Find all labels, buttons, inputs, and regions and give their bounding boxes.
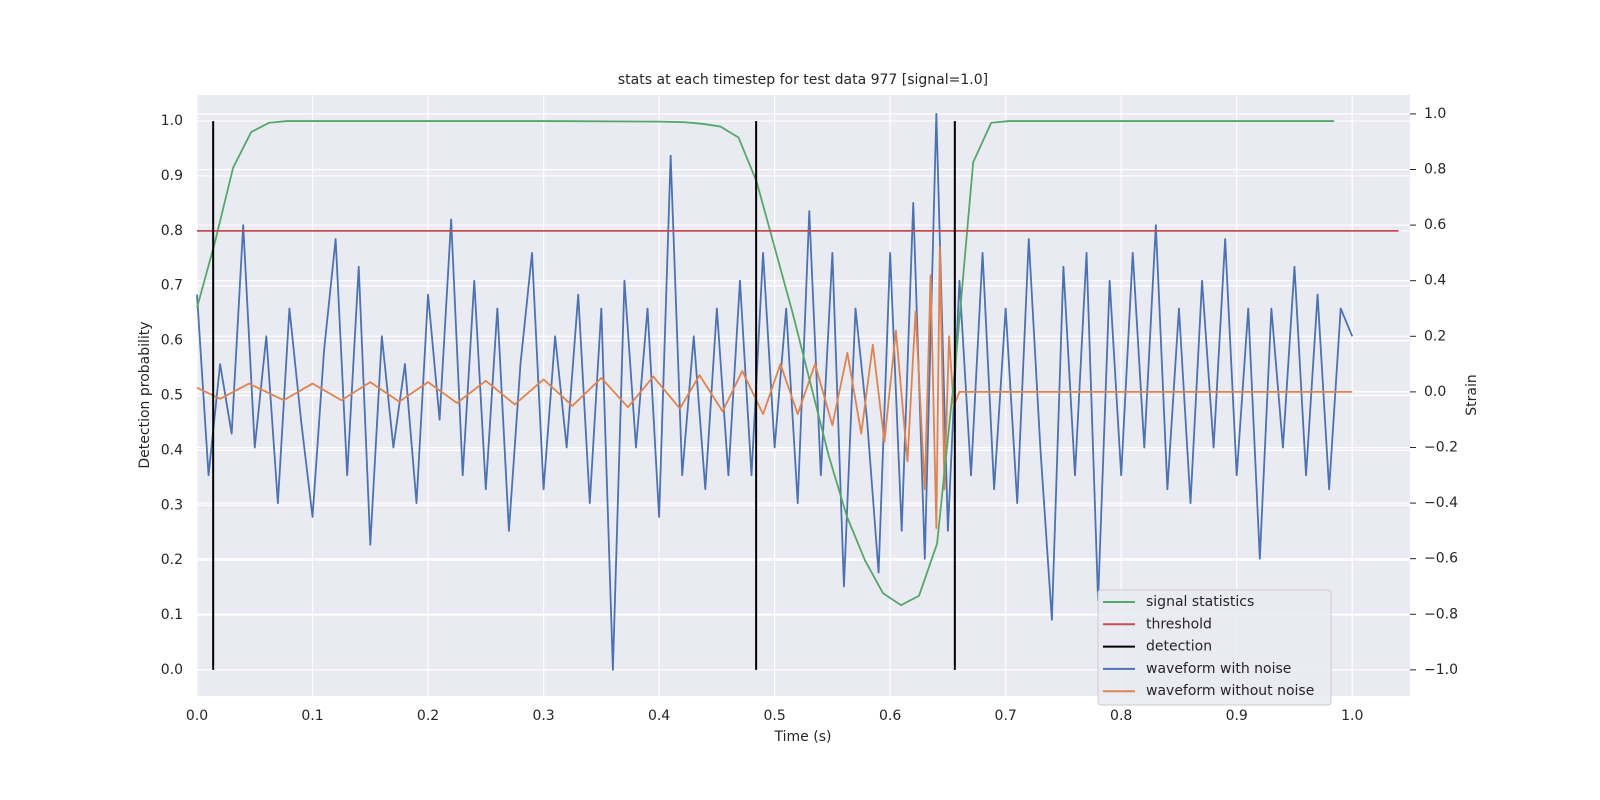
x-tick-label: 0.9 [1226, 708, 1248, 724]
y-tick-label: 0.8 [161, 223, 183, 239]
y-tick-label: 0.6 [161, 333, 183, 349]
y-tick-label: 0.3 [161, 497, 183, 513]
x-tick-label: 0.1 [301, 708, 323, 724]
x-tick-label: 0.5 [763, 708, 785, 724]
y2-tick-label: −0.8 [1424, 606, 1458, 622]
x-tick-label: 0.7 [995, 708, 1017, 724]
y-tick-label: 0.0 [161, 662, 183, 678]
y-tick-label: 0.4 [161, 442, 183, 458]
y2-tick-label: 0.6 [1424, 217, 1446, 233]
series-line [196, 246, 1353, 529]
y2-tick-label: −0.6 [1424, 551, 1458, 567]
legend-label: signal statistics [1146, 594, 1254, 610]
y2-tick-label: 1.0 [1424, 106, 1446, 122]
legend-label: waveform without noise [1146, 683, 1314, 699]
x-tick-label: 0.2 [417, 708, 439, 724]
y2-axis-label: Strain [1464, 374, 1480, 415]
series-line [196, 113, 1354, 671]
marks [196, 113, 1399, 671]
legend-label: threshold [1146, 616, 1212, 632]
y2-tick-label: 0.0 [1424, 384, 1446, 400]
y2-tick-label: 0.2 [1424, 328, 1446, 344]
legend: signal statistics threshold detection wavef… [1097, 589, 1332, 706]
y-tick-label: 0.9 [161, 168, 183, 184]
legend-label: detection [1146, 639, 1212, 655]
x-tick-label: 0.8 [1110, 708, 1132, 724]
legend-label: waveform with noise [1146, 661, 1291, 677]
y-tick-label: 0.7 [161, 278, 183, 294]
x-tick-label: 0.0 [186, 708, 208, 724]
y-axis-label: Detection probability [137, 321, 153, 468]
y-tick-label: 1.0 [161, 113, 183, 129]
y2-tick-label: −0.4 [1424, 495, 1458, 511]
x-tick-label: 1.0 [1341, 708, 1363, 724]
chart-title: stats at each timestep for test data 977… [618, 72, 988, 88]
x-axis-label: Time (s) [774, 729, 832, 745]
y-tick-label: 0.1 [161, 607, 183, 623]
y-tick-label: 0.5 [161, 388, 183, 404]
y2-tick-label: −1.0 [1424, 662, 1458, 678]
y-tick-label: 0.2 [161, 552, 183, 568]
x-tick-label: 0.3 [532, 708, 554, 724]
y2-tick-label: 0.4 [1424, 273, 1446, 289]
series-line [196, 120, 1335, 607]
x-tick-label: 0.6 [879, 708, 901, 724]
legend-box [1097, 589, 1332, 706]
x-tick-label: 0.4 [648, 708, 670, 724]
y2-tick-label: 0.8 [1424, 161, 1446, 177]
y2-tick-label: −0.2 [1424, 439, 1458, 455]
